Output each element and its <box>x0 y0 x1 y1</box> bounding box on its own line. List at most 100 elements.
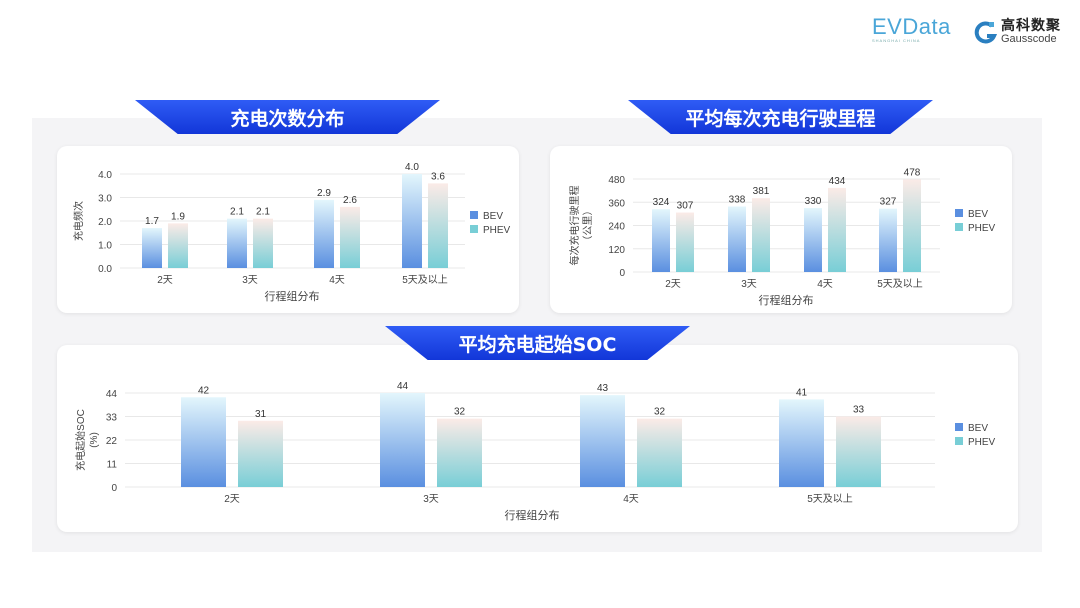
y-tick-label: 3.0 <box>98 194 112 205</box>
legend-label: PHEV <box>968 223 996 234</box>
bar-bev <box>380 393 425 487</box>
data-label: 32 <box>454 407 466 418</box>
y-tick-label: 0.0 <box>98 264 112 275</box>
evdata-logo-text: EVData <box>872 14 951 39</box>
data-label: 31 <box>255 409 267 420</box>
y-tick-label: 120 <box>608 245 625 256</box>
data-label: 2.1 <box>256 207 270 218</box>
banner-start-soc: 平均充电起始SOC <box>385 326 690 360</box>
y-tick-label: 4.0 <box>98 170 112 181</box>
x-axis-label: 行程组分布 <box>505 508 560 522</box>
data-label: 307 <box>677 201 694 212</box>
legend-label: BEV <box>483 211 503 222</box>
bar-bev <box>314 199 334 268</box>
y-tick-label: 11 <box>107 460 118 471</box>
bar-phev <box>903 179 921 272</box>
data-label: 33 <box>853 405 865 416</box>
y-tick-label: 2.0 <box>98 217 112 228</box>
x-tick-label: 3天 <box>242 275 258 286</box>
bar-bev <box>879 208 897 272</box>
x-tick-label: 4天 <box>817 279 833 290</box>
bar-bev <box>779 399 824 487</box>
data-label: 2.9 <box>317 188 331 199</box>
x-tick-label: 4天 <box>623 494 639 505</box>
y-tick-label: 44 <box>106 389 118 400</box>
y-tick-label: 240 <box>608 222 625 233</box>
x-tick-label: 2天 <box>224 494 240 505</box>
x-tick-label: 5天及以上 <box>877 278 923 290</box>
legend-swatch-phev <box>470 225 478 233</box>
y-tick-label: 33 <box>106 413 118 424</box>
bar-phev <box>253 218 273 268</box>
bar-phev <box>836 416 881 487</box>
data-label: 2.1 <box>230 207 244 218</box>
x-axis-label: 行程组分布 <box>759 293 814 307</box>
y-axis-label: 每次充电行驶里程 <box>568 186 581 266</box>
gausscode-en: Gausscode <box>1001 33 1057 45</box>
bar-bev <box>804 208 822 272</box>
bar-bev <box>227 218 247 268</box>
evdata-logo: EVData SHANGHAI CHINA <box>872 14 951 44</box>
legend-label: PHEV <box>968 437 996 448</box>
legend-swatch-bev <box>955 209 963 217</box>
data-label: 32 <box>654 407 666 418</box>
data-label: 42 <box>198 385 210 396</box>
data-label: 3.6 <box>431 171 445 182</box>
y-tick-label: 0 <box>619 268 625 279</box>
y-axis-label: （公里） <box>582 206 594 246</box>
bar-phev <box>428 183 448 268</box>
chart-card-avg-distance <box>550 146 1012 313</box>
y-tick-label: 22 <box>106 436 118 447</box>
bar-bev <box>402 174 422 268</box>
y-axis-label: 充电起始SOC <box>74 409 87 471</box>
data-label: 434 <box>829 176 846 187</box>
bar-bev <box>728 206 746 272</box>
x-tick-label: 3天 <box>741 279 757 290</box>
data-label: 381 <box>753 186 770 197</box>
y-axis-label: 充电频次 <box>72 201 85 241</box>
bar-phev <box>238 420 283 487</box>
bar-bev <box>181 397 226 487</box>
x-tick-label: 5天及以上 <box>807 493 853 505</box>
y-tick-label: 1.0 <box>98 241 112 252</box>
x-tick-label: 3天 <box>423 494 439 505</box>
gausscode-cn: 高科数聚 <box>1001 17 1061 33</box>
data-label: 330 <box>805 196 822 207</box>
legend-swatch-bev <box>955 423 963 431</box>
bar-phev <box>676 212 694 272</box>
bar-phev <box>437 418 482 487</box>
x-tick-label: 5天及以上 <box>402 274 448 286</box>
data-label: 4.0 <box>405 162 419 173</box>
y-axis-label: (%) <box>89 432 100 448</box>
gausscode-logo: 高科数聚 Gausscode <box>974 18 1061 46</box>
data-label: 44 <box>397 381 409 392</box>
bar-phev <box>828 187 846 272</box>
bar-bev <box>652 209 670 272</box>
bar-bev <box>580 395 625 487</box>
x-tick-label: 2天 <box>665 279 681 290</box>
x-axis-label: 行程组分布 <box>265 289 320 303</box>
legend-swatch-phev <box>955 223 963 231</box>
bar-phev <box>168 223 188 268</box>
banner-avg-distance: 平均每次充电行驶里程 <box>628 100 933 134</box>
x-tick-label: 4天 <box>329 275 345 286</box>
data-label: 324 <box>653 197 670 208</box>
legend-label: PHEV <box>483 225 511 236</box>
x-tick-label: 2天 <box>157 275 173 286</box>
data-label: 478 <box>904 167 921 178</box>
data-label: 327 <box>880 197 897 208</box>
evdata-logo-sub: SHANGHAI CHINA <box>872 38 921 43</box>
banner-charge-count: 充电次数分布 <box>135 100 440 134</box>
gausscode-logo-icon <box>974 21 998 44</box>
legend-label: BEV <box>968 423 988 434</box>
y-tick-label: 360 <box>608 198 625 209</box>
bar-phev <box>752 198 770 272</box>
data-label: 41 <box>796 387 808 398</box>
data-label: 2.6 <box>343 195 357 206</box>
data-label: 338 <box>729 195 746 206</box>
y-tick-label: 480 <box>608 175 625 186</box>
bar-phev <box>340 206 360 268</box>
legend-swatch-phev <box>955 437 963 445</box>
data-label: 1.9 <box>171 211 185 222</box>
